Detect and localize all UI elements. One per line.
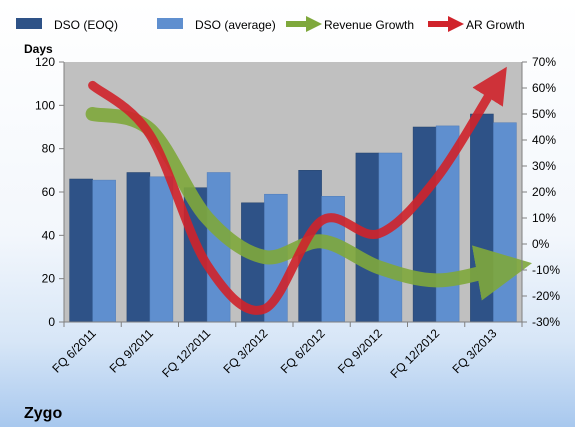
right-tick-label: 30% [532,159,556,173]
legend-label: DSO (EOQ) [54,18,118,32]
right-tick-label: -30% [532,315,560,329]
right-tick-label: -20% [532,289,560,303]
legend-arrow-icon [306,16,322,32]
left-tick-label: 100 [35,98,55,112]
growth-lines [85,66,532,315]
left-axis-ticks: 0 20 40 60 80 100 120 [35,55,64,329]
bar-dso-eoq-6 [412,126,437,323]
legend-arrow-icon [448,16,464,32]
right-tick-label: 50% [532,107,556,121]
legend-label: DSO (average) [195,18,276,32]
right-tick-label: 60% [532,81,556,95]
legend-swatch [157,18,183,29]
left-tick-label: 20 [42,272,56,286]
right-tick-label: 20% [532,185,556,199]
left-tick-label: 80 [42,142,56,156]
left-tick-label: 60 [42,185,56,199]
company-name: Zygo [24,405,62,422]
bar-dso-eoq-7 [470,113,494,323]
bar-dso-eoq-0 [69,178,93,323]
left-tick-label: 0 [48,315,55,329]
legend-label: Revenue Growth [324,18,414,32]
left-tick-label: 40 [42,228,56,242]
line-ar-growth [88,66,507,315]
right-tick-label: 70% [532,55,556,69]
legend-label: AR Growth [466,18,525,32]
right-axis-ticks: -30% -20% -10% 0% 10% 20% 30% 40% 50% 60% 70% [522,55,560,329]
bar-dso-average-5 [378,152,403,323]
legend: DSO (EOQ) DSO (average) Revenue Growth AR G… [16,16,525,32]
left-tick-label: 120 [35,55,55,69]
bar-dso-average-0 [92,179,116,323]
bar-dso-average-1 [149,176,174,323]
right-tick-label: -10% [532,263,560,277]
bar-dso-average-7 [493,122,517,323]
bar-dso-average-2 [206,172,231,323]
right-tick-label: 40% [532,133,556,147]
bar-dso-eoq-1 [126,172,151,323]
legend-swatch [16,18,42,29]
right-tick-label: 0% [532,237,550,251]
y-axis-label: Days [24,42,53,56]
right-tick-label: 10% [532,211,556,225]
